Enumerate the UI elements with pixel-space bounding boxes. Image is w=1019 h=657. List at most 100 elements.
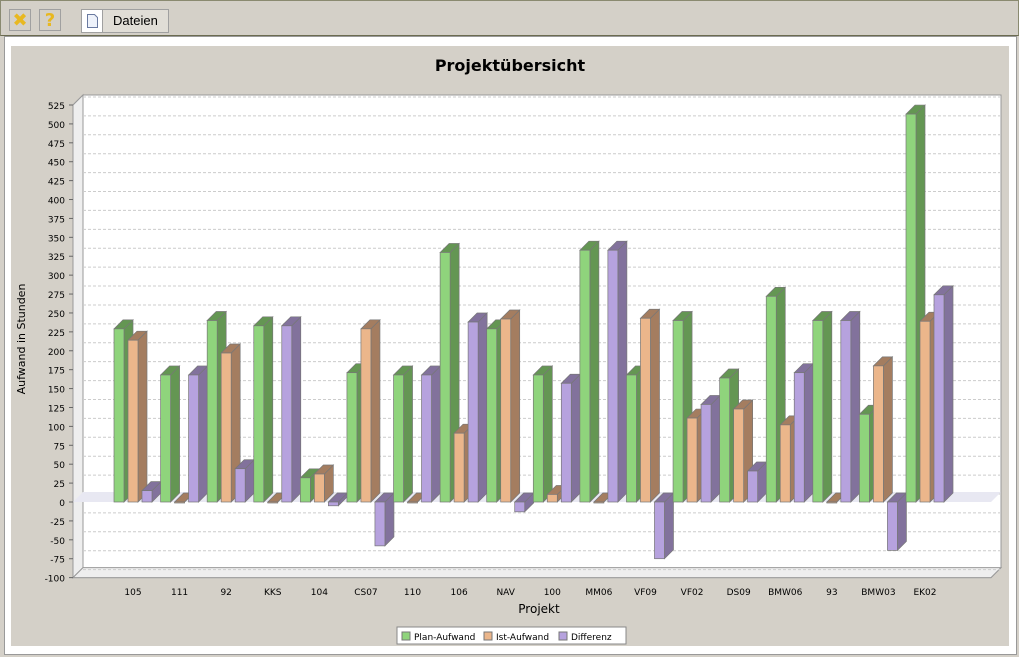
files-label: Dateien <box>113 13 158 28</box>
bar-side <box>897 492 907 552</box>
bar-plan-aufwand <box>672 320 684 503</box>
legend <box>396 626 627 645</box>
bar-side <box>542 365 553 503</box>
x-tick-label: KKS <box>264 588 282 598</box>
bar-differenz <box>514 501 526 513</box>
bar-ist-aufwand <box>733 408 744 503</box>
x-tick-label: 106 <box>451 588 468 598</box>
y-tick-label: 325 <box>48 253 65 263</box>
close-button[interactable]: ✖ <box>9 9 31 31</box>
legend-swatch <box>558 631 568 641</box>
bar-plan-aufwand <box>765 295 777 503</box>
y-axis-label: Aufwand in Stunden <box>15 284 28 395</box>
x-tick-label: MM06 <box>585 588 612 598</box>
bar-differenz <box>654 501 665 560</box>
bar-plan-aufwand <box>113 328 125 503</box>
files-button[interactable]: Dateien <box>81 9 169 33</box>
bar-plan-aufwand <box>812 320 824 503</box>
y-tick-label: 100 <box>48 423 65 433</box>
bar-side <box>291 315 302 503</box>
x-tick-label: 92 <box>220 588 231 598</box>
floor <box>71 567 1003 579</box>
bar-differenz <box>467 321 479 503</box>
bar-side <box>617 240 628 503</box>
bar-plan-aufwand <box>486 328 498 503</box>
bar-differenz <box>607 249 619 503</box>
bar-plan-aufwand <box>626 374 637 503</box>
y-tick-label: 25 <box>54 480 65 490</box>
legend-swatch <box>401 631 411 641</box>
legend-label: Plan-Aufwand <box>414 633 475 643</box>
bar-differenz <box>281 325 293 503</box>
y-tick-label: 125 <box>48 404 65 414</box>
bar-side <box>403 365 413 503</box>
bar-plan-aufwand <box>253 325 265 503</box>
bar-ist-aufwand <box>407 501 418 504</box>
y-tick-label: 375 <box>48 215 65 225</box>
legend-label: Differenz <box>571 633 612 643</box>
x-tick-label: 105 <box>124 588 141 598</box>
bar-differenz <box>793 372 805 503</box>
bar-differenz <box>700 404 712 503</box>
bar-ist-aufwand <box>360 328 372 503</box>
bar-side <box>650 308 660 503</box>
left-wall <box>72 93 84 579</box>
bar-side <box>710 394 721 503</box>
legend-swatch <box>483 631 493 641</box>
x-tick-label: CS07 <box>354 588 377 598</box>
bar-differenz <box>933 294 945 503</box>
bar-side <box>137 330 148 503</box>
bar-side <box>822 310 833 503</box>
y-tick-label: 175 <box>48 367 65 377</box>
bar-plan-aufwand <box>859 413 870 503</box>
bar-ist-aufwand <box>640 317 651 503</box>
bar-side <box>510 309 521 503</box>
chart-panel: Projektübersicht -100 -75 -50 -25 0 25 50 75 100 1… <box>11 46 1009 646</box>
x-tick-label: 100 <box>544 588 561 598</box>
bar-differenz <box>747 470 758 503</box>
bar-plan-aufwand <box>439 252 451 503</box>
bar-ist-aufwand <box>593 501 605 504</box>
bar-plan-aufwand <box>719 377 730 503</box>
x-tick-label: 111 <box>171 588 188 598</box>
bar-ist-aufwand <box>500 318 512 503</box>
bar-differenz <box>328 501 339 507</box>
bar-ist-aufwand <box>127 339 139 503</box>
y-tick-label: 500 <box>48 121 65 131</box>
x-tick-label: 110 <box>404 588 421 598</box>
bar-plan-aufwand <box>532 374 544 503</box>
bar-ist-aufwand <box>546 494 558 503</box>
bar-plan-aufwand <box>346 372 358 503</box>
bar-side <box>850 310 861 503</box>
bar-differenz <box>840 320 852 503</box>
chart-title: Projektübersicht <box>435 56 586 75</box>
y-tick-label: 150 <box>48 386 65 396</box>
bar-ist-aufwand <box>686 417 698 503</box>
help-button[interactable]: ? <box>39 9 61 31</box>
bar-plan-aufwand <box>905 113 917 503</box>
bar-ist-aufwand <box>174 501 185 504</box>
toolbar: ✖ ? Dateien <box>0 0 1019 36</box>
close-x-icon: ✖ <box>12 9 28 31</box>
bar-side <box>664 492 674 560</box>
y-tick-label: 75 <box>54 442 65 452</box>
y-tick-label: 350 <box>48 234 65 244</box>
x-tick-label: 93 <box>826 588 837 598</box>
bar-differenz <box>374 501 386 547</box>
y-tick-label: -100 <box>45 575 66 585</box>
content-area: Projektübersicht -100 -75 -50 -25 0 25 50 75 100 1… <box>4 36 1017 655</box>
bar-side <box>803 362 814 503</box>
x-tick-label: BMW06 <box>768 588 803 598</box>
bar-plan-aufwand <box>393 374 404 503</box>
x-tick-label: BMW03 <box>861 588 895 598</box>
x-tick-label: EK02 <box>913 588 936 598</box>
y-tick-label: -25 <box>50 518 65 528</box>
y-tick-label: 225 <box>48 329 65 339</box>
bar-side <box>370 318 381 503</box>
y-tick-label: 475 <box>48 140 65 150</box>
y-tick-label: -75 <box>50 556 65 566</box>
bar-side <box>477 312 488 503</box>
bar-ist-aufwand <box>220 352 232 503</box>
bar-side <box>589 240 600 503</box>
legend-label: Ist-Aufwand <box>496 633 549 643</box>
